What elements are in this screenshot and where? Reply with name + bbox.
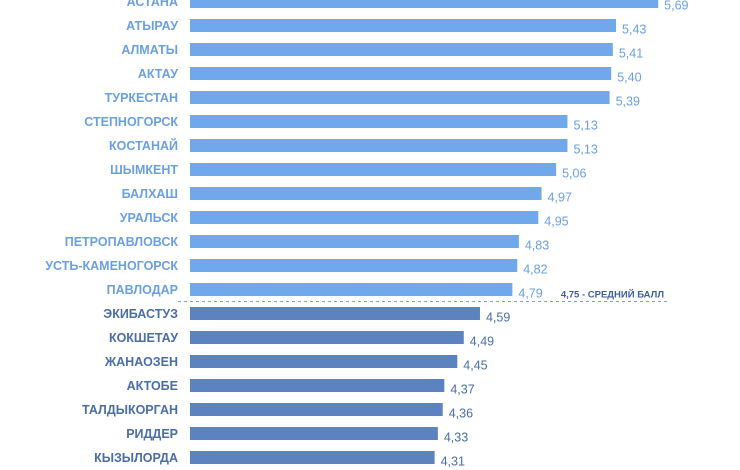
bar — [190, 19, 617, 32]
category-label: АКТАУ — [138, 67, 178, 81]
category-label: АКТОБЕ — [127, 379, 178, 393]
value-label: 4,37 — [450, 383, 474, 397]
category-label: ТАЛДЫКОРГАН — [82, 403, 178, 417]
bar — [190, 187, 542, 200]
category-label: АСТАНА — [127, 0, 178, 9]
category-label: КОСТАНАЙ — [109, 138, 178, 153]
category-label: ШЫМКЕНТ — [110, 163, 178, 177]
bar — [190, 403, 443, 416]
value-label: 5,39 — [616, 95, 640, 109]
category-label: АЛМАТЫ — [121, 43, 178, 57]
value-label: 5,06 — [562, 167, 586, 181]
bar — [190, 0, 659, 8]
value-label: 4,31 — [441, 455, 465, 469]
value-label: 4,95 — [544, 215, 568, 229]
value-label: 4,97 — [548, 191, 572, 205]
category-label: ЭКИБАСТУЗ — [103, 307, 178, 321]
bar — [190, 307, 480, 320]
bar — [190, 451, 435, 464]
bar — [190, 331, 464, 344]
category-label: ТУРКЕСТАН — [105, 91, 178, 105]
value-label: 5,40 — [617, 71, 641, 85]
category-label: СТЕПНОГОРСК — [84, 115, 178, 129]
value-label: 4,82 — [523, 263, 547, 277]
value-label: 4,36 — [449, 407, 473, 421]
category-label: БАЛХАШ — [122, 187, 178, 201]
category-label: АТЫРАУ — [126, 19, 178, 33]
average-line-label: 4,75 - СРЕДНИЙ БАЛЛ — [561, 289, 664, 301]
value-label: 4,59 — [486, 311, 510, 325]
bar — [190, 355, 458, 368]
value-label: 4,79 — [518, 287, 542, 301]
value-label: 4,33 — [444, 431, 468, 445]
bars-group: АСТАНА 5,69 АТЫРАУ 5,43 АЛМАТЫ 5,41 АКТАУ 5,40 Т… — [45, 0, 689, 469]
bar — [190, 67, 612, 80]
category-label: ЖАНАОЗЕН — [104, 355, 178, 369]
bar — [190, 115, 568, 128]
category-label: РИДДЕР — [126, 427, 178, 441]
bar — [190, 235, 519, 248]
category-label: УРАЛЬСК — [120, 211, 179, 225]
bar — [190, 259, 518, 272]
value-label: 4,49 — [470, 335, 494, 349]
value-label: 4,83 — [525, 239, 549, 253]
category-label: ПЕТРОПАВЛОВСК — [65, 235, 179, 249]
value-label: 4,45 — [463, 359, 487, 373]
bar — [190, 139, 568, 152]
value-label: 5,13 — [573, 143, 597, 157]
bar — [190, 91, 610, 104]
bar — [190, 427, 438, 440]
category-label: УСТЬ-КАМЕНОГОРСК — [45, 259, 178, 273]
category-label: ПАВЛОДАР — [107, 283, 178, 297]
bar — [190, 211, 539, 224]
bar — [190, 379, 445, 392]
category-label: КЫЗЫЛОРДА — [94, 451, 178, 465]
reference-line-group: 4,75 - СРЕДНИЙ БАЛЛ — [178, 289, 668, 302]
bar — [190, 43, 613, 56]
bar — [190, 283, 513, 296]
value-label: 5,69 — [664, 0, 688, 13]
bar — [190, 163, 557, 176]
category-label: КОКШЕТАУ — [109, 331, 178, 345]
value-label: 5,13 — [573, 119, 597, 133]
value-label: 5,41 — [619, 47, 643, 61]
value-label: 5,43 — [622, 23, 646, 37]
